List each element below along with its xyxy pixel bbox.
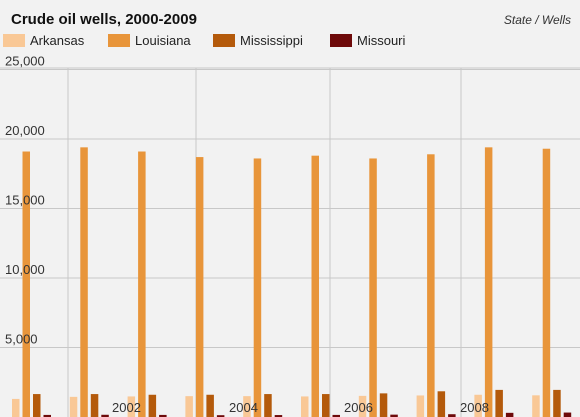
legend-swatch-louisiana <box>108 34 130 47</box>
bar-missouri-2004 <box>274 415 283 417</box>
legend-label-arkansas: Arkansas <box>30 33 85 48</box>
bar-missouri-2005 <box>332 414 340 417</box>
bar-arkansas-2007 <box>416 395 425 417</box>
bar-mississippi-2000 <box>33 394 41 417</box>
bar-missouri-2000 <box>43 414 51 417</box>
legend: Arkansas Louisiana Mississippi Missouri <box>3 33 406 48</box>
chart-title: Crude oil wells, 2000-2009 <box>11 11 197 28</box>
legend-swatch-mississippi <box>213 34 235 47</box>
y-tick-label: 15,000 <box>5 193 45 208</box>
legend-label-louisiana: Louisiana <box>135 33 191 48</box>
bar-missouri-2006 <box>390 414 398 417</box>
bar-mississippi-2004 <box>264 394 272 417</box>
bar-louisiana-2003 <box>195 157 204 417</box>
bar-arkansas-2009 <box>532 395 540 417</box>
bar-arkansas-2004 <box>243 396 251 417</box>
bar-missouri-2002 <box>159 414 167 417</box>
bar-louisiana-2006 <box>369 158 377 417</box>
bar-missouri-2008 <box>505 412 514 417</box>
chart-subtitle: State / Wells <box>504 13 571 27</box>
bar-louisiana-2008 <box>484 147 493 417</box>
bar-louisiana-2002 <box>138 151 146 417</box>
bar-mississippi-2003 <box>206 394 214 417</box>
bar-missouri-2001 <box>101 414 109 417</box>
bars <box>12 147 572 417</box>
bar-arkansas-2002 <box>127 396 136 417</box>
bar-louisiana-2001 <box>80 147 88 417</box>
bar-mississippi-2001 <box>90 394 99 417</box>
y-tick-label: 5,000 <box>5 332 38 347</box>
bar-arkansas-2003 <box>185 396 193 417</box>
x-tick-label: 2008 <box>460 400 489 415</box>
bar-arkansas-2006 <box>358 395 367 417</box>
bar-mississippi-2006 <box>379 393 388 417</box>
legend-label-missouri: Missouri <box>357 33 406 48</box>
bar-missouri-2009 <box>563 412 572 417</box>
bar-mississippi-2002 <box>148 394 157 417</box>
bar-mississippi-2005 <box>322 394 330 417</box>
bar-arkansas-2008 <box>474 394 482 417</box>
y-tick-label: 20,000 <box>5 123 45 138</box>
bar-mississippi-2009 <box>553 389 561 417</box>
bar-arkansas-2005 <box>301 396 309 417</box>
bar-louisiana-2009 <box>542 148 551 417</box>
x-tick-label: 2004 <box>229 400 258 415</box>
bar-louisiana-2005 <box>311 155 319 417</box>
y-axis-ticks: 5,000 10,000 15,000 20,000 25,000 <box>5 54 45 347</box>
bar-arkansas-2000 <box>12 398 20 417</box>
legend-label-mississippi: Mississippi <box>240 33 303 48</box>
bar-arkansas-2001 <box>69 396 78 417</box>
y-tick-label: 10,000 <box>5 262 45 277</box>
grid <box>0 67 580 417</box>
legend-swatch-arkansas <box>3 34 25 47</box>
bar-missouri-2007 <box>448 414 456 417</box>
legend-swatch-missouri <box>330 34 352 47</box>
bar-mississippi-2008 <box>495 389 503 417</box>
bar-missouri-2003 <box>216 415 225 417</box>
bar-mississippi-2007 <box>437 391 446 417</box>
x-tick-label: 2002 <box>112 400 141 415</box>
bar-louisiana-2000 <box>22 151 30 417</box>
x-tick-label: 2006 <box>344 400 373 415</box>
x-axis-ticks: 2002 2004 2006 2008 <box>112 400 489 415</box>
bar-louisiana-2004 <box>253 158 262 417</box>
bar-louisiana-2007 <box>427 154 435 417</box>
y-tick-label: 25,000 <box>5 54 45 69</box>
